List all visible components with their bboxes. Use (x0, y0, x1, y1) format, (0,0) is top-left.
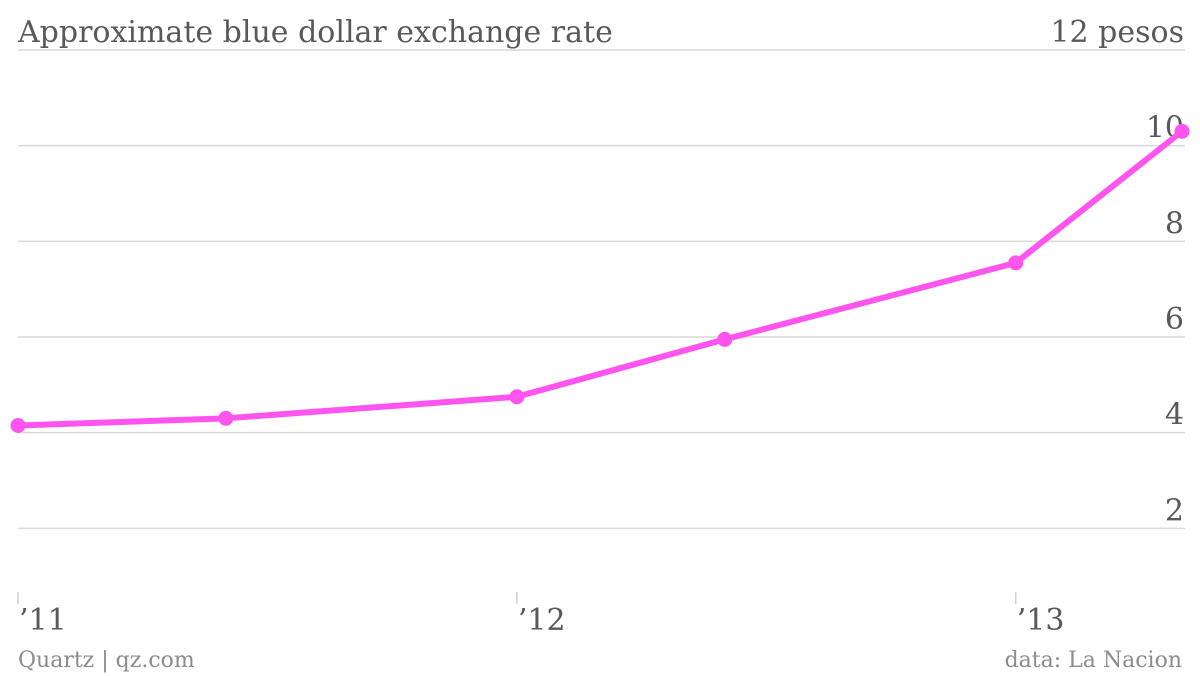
y-tick-label: 8 (1165, 206, 1184, 241)
data-point (10, 417, 26, 433)
series-layer (10, 123, 1190, 433)
credit-text: Quartz | qz.com (18, 648, 195, 673)
x-tick-label: ’12 (518, 603, 566, 638)
data-point (717, 331, 733, 347)
grid-layer (18, 49, 1185, 530)
data-point (1174, 123, 1190, 139)
x-axis-tick-labels: ’11 ’12 ’13 (17, 592, 1065, 638)
y-tick-label: 4 (1165, 398, 1184, 433)
data-point (218, 410, 234, 426)
x-tick-label: ’11 (19, 603, 67, 638)
y-tick-label: 6 (1165, 302, 1184, 337)
unit-label: 12 pesos (1050, 15, 1184, 50)
x-tick-label: ’13 (1017, 603, 1065, 638)
data-point (1008, 255, 1024, 271)
series-line (15, 128, 1185, 429)
source-text: data: La Nacion (1005, 648, 1182, 673)
chart-title: Approximate blue dollar exchange rate (17, 15, 613, 50)
data-point (509, 389, 525, 405)
y-tick-label: 2 (1165, 493, 1184, 528)
